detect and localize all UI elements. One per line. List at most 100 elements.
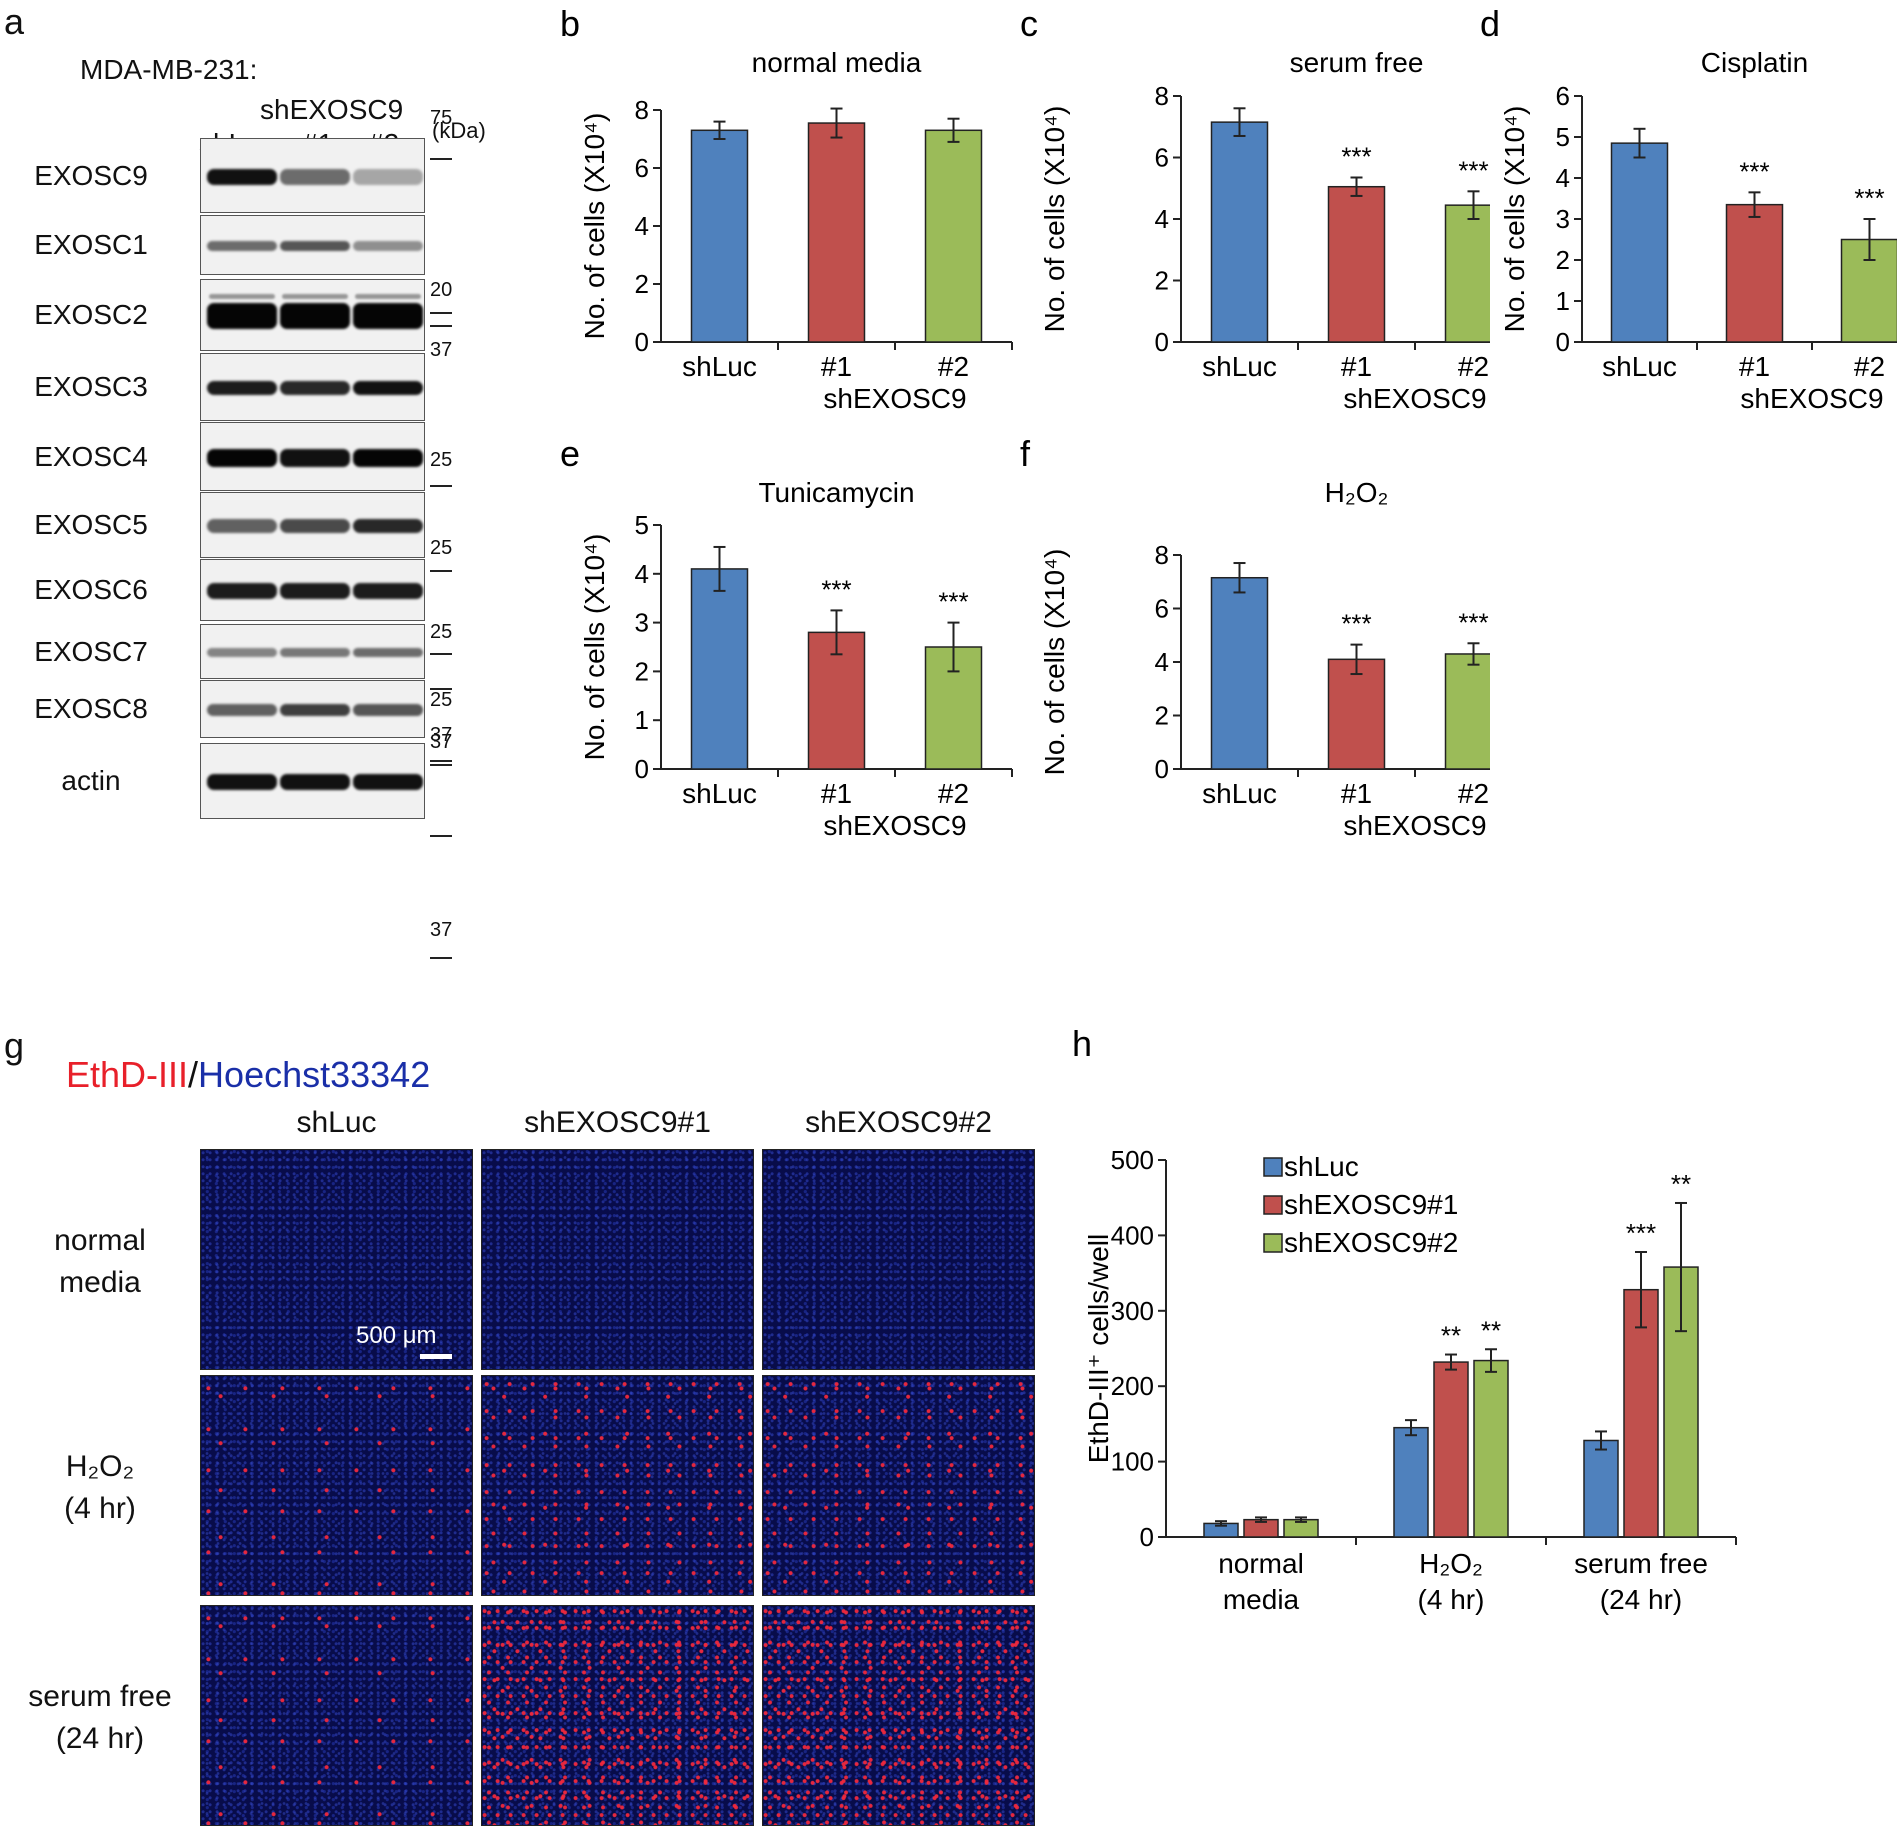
wb-kda-tick: [430, 485, 452, 487]
x-tick-label: media: [1223, 1584, 1300, 1615]
bar-shEXOSC9#2: [1474, 1361, 1508, 1537]
legend-entry: shLuc: [1284, 1151, 1359, 1182]
wb-kda-marker: 75: [430, 108, 452, 128]
y-tick-label: 4: [1155, 204, 1169, 234]
y-tick-label: 6: [1556, 81, 1570, 111]
x-tick-label: H₂O₂: [1419, 1548, 1483, 1579]
y-tick-label: 0: [635, 327, 649, 357]
panel-label-e: e: [560, 433, 580, 474]
bar-shLuc: [1584, 1440, 1618, 1537]
scale-bar: [420, 1354, 452, 1359]
wb-row-label-exosc8: EXOSC8: [0, 695, 182, 723]
wb-kda-marker: 25: [430, 538, 452, 558]
wb-band: [353, 241, 423, 251]
y-tick-label: 6: [635, 153, 649, 183]
y-tick-label: 5: [1556, 122, 1570, 152]
wb-row-label-exosc9: EXOSC9: [0, 162, 182, 190]
y-axis-label: No. of cells (X10⁴): [579, 534, 610, 761]
micro-row-label-line: (24 hr): [0, 1718, 200, 1760]
micro-column-header: shEXOSC9#2: [762, 1106, 1035, 1140]
wb-kda-tick: [430, 570, 452, 572]
bar-#1: [1329, 659, 1385, 769]
x-group-label: shEXOSC9: [1343, 810, 1486, 841]
wb-kda-tick: [430, 158, 452, 160]
wb-band: [353, 774, 423, 790]
wb-band: [280, 704, 350, 716]
chart-title: H₂O₂: [1325, 477, 1389, 508]
stain-blue-label: Hoechst33342: [198, 1054, 430, 1095]
wb-band: [207, 704, 277, 716]
wb-band: [353, 519, 423, 533]
wb-kda-marker: 25: [430, 622, 452, 642]
wb-row-label-exosc4: EXOSC4: [0, 443, 182, 471]
panel-label-g: g: [4, 1028, 24, 1064]
wb-kda-tick: [430, 312, 452, 314]
y-tick-label: 2: [1155, 701, 1169, 731]
wb-kda-marker: 37: [430, 340, 452, 360]
panel-label-c: c: [1020, 3, 1038, 44]
y-tick-label: 0: [1556, 327, 1570, 357]
wb-blot-actin: [200, 743, 425, 819]
wb-row-label-exosc7: EXOSC7: [0, 638, 182, 666]
x-tick-label: serum free: [1574, 1548, 1708, 1579]
micro-image: [762, 1605, 1035, 1826]
wb-band: [353, 169, 423, 185]
stain-legend: EthD-III/Hoechst33342: [66, 1054, 430, 1096]
chart-title: serum free: [1290, 47, 1424, 78]
wb-kda-tick: [430, 764, 452, 766]
x-tick-label: #1: [1739, 351, 1770, 382]
wb-blot-exosc2: [200, 279, 425, 351]
x-tick-label: shLuc: [1202, 351, 1277, 382]
wb-band: [207, 583, 277, 599]
y-tick-label: 3: [1556, 204, 1570, 234]
significance-marker: ***: [821, 574, 851, 604]
micro-image: [762, 1149, 1035, 1370]
micro-row-label-line: serum free: [0, 1676, 200, 1718]
panel-label-f: f: [1020, 433, 1031, 474]
y-tick-label: 2: [635, 656, 649, 686]
wb-band: [280, 241, 350, 251]
significance-marker: ***: [1341, 141, 1371, 171]
chart-title: Tunicamycin: [758, 477, 914, 508]
wb-row-label-exosc6: EXOSC6: [0, 576, 182, 604]
x-group-label: shEXOSC9: [1343, 383, 1486, 414]
y-tick-label: 500: [1111, 1145, 1154, 1175]
significance-marker: **: [1441, 1321, 1461, 1351]
x-group-label: shEXOSC9: [823, 383, 966, 414]
significance-marker: ***: [1854, 183, 1884, 213]
wb-band: [353, 449, 423, 467]
x-tick-label: #1: [821, 351, 852, 382]
y-tick-label: 100: [1111, 1447, 1154, 1477]
wb-band: [207, 449, 277, 467]
legend-swatch: [1264, 1158, 1282, 1176]
significance-marker: ***: [1626, 1218, 1656, 1248]
y-tick-label: 0: [635, 754, 649, 784]
wb-kda-marker: 37: [430, 732, 452, 752]
wb-blot-exosc1: [200, 215, 425, 275]
wb-kda-tick: [430, 688, 452, 690]
bar-shLuc: [692, 130, 748, 342]
bar-#1: [809, 123, 865, 342]
panel-label-b: b: [560, 3, 580, 44]
y-tick-label: 5: [635, 510, 649, 540]
significance-marker: ***: [938, 587, 968, 617]
y-tick-label: 4: [635, 559, 649, 589]
y-tick-label: 8: [635, 95, 649, 125]
wb-band: [207, 241, 277, 251]
x-tick-label: (24 hr): [1600, 1584, 1682, 1615]
stain-red-label: EthD-III: [66, 1054, 188, 1095]
bar-shEXOSC9#1: [1434, 1362, 1468, 1537]
micro-row-label-line: (4 hr): [0, 1488, 200, 1530]
ethd-texture: [201, 1606, 472, 1825]
wb-kda-marker: 25: [430, 450, 452, 470]
wb-band: [280, 519, 350, 533]
wb-kda-marker: 25: [430, 690, 452, 710]
y-tick-label: 4: [635, 211, 649, 241]
micro-image: [481, 1375, 754, 1596]
wb-row-label-exosc3: EXOSC3: [0, 373, 182, 401]
